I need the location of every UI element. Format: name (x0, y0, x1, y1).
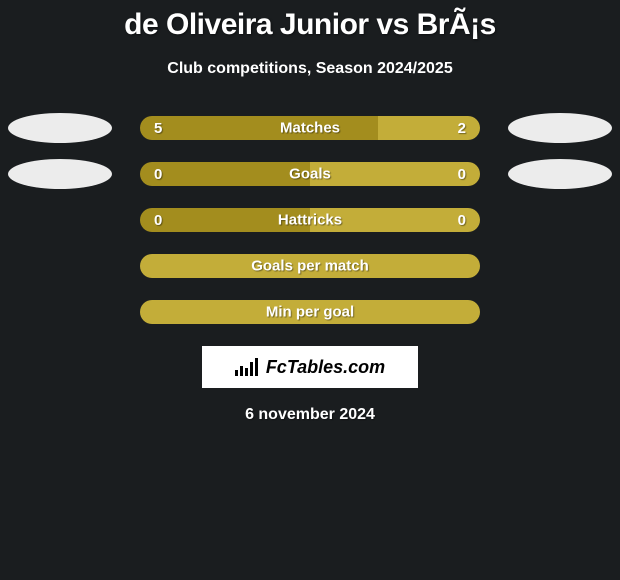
stat-left-value: 0 (140, 162, 310, 186)
stat-label: Matches (280, 120, 340, 137)
stat-row: 52 Matches (0, 116, 620, 140)
stat-bar: Min per goal (140, 300, 480, 324)
player-blob-right (508, 159, 612, 189)
stat-row: Goals per match (0, 254, 620, 278)
player-blob-left (8, 113, 112, 143)
stat-label: Min per goal (266, 304, 354, 321)
date-text: 6 november 2024 (0, 406, 620, 424)
stat-bar: Goals per match (140, 254, 480, 278)
stat-bar: 00Goals (140, 162, 480, 186)
stat-label: Goals per match (251, 258, 369, 275)
stats-comparison-container: de Oliveira Junior vs BrÃ¡s Club competi… (0, 0, 620, 424)
stat-rows: 52Matches00Goals00HattricksGoals per mat… (0, 116, 620, 324)
stat-right-value (466, 254, 480, 278)
stat-label: Goals (289, 166, 331, 183)
stat-label: Hattricks (278, 212, 342, 229)
subtitle: Club competitions, Season 2024/2025 (0, 60, 620, 78)
stat-row: 00Goals (0, 162, 620, 186)
page-title: de Oliveira Junior vs BrÃ¡s (0, 8, 620, 42)
stat-left-value: 5 (140, 116, 378, 140)
chart-icon (235, 358, 260, 376)
fctables-logo: FcTables.com (202, 346, 418, 388)
logo-text: FcTables.com (266, 357, 385, 378)
stat-bar: 00Hattricks (140, 208, 480, 232)
stat-bar: 52 Matches (140, 116, 480, 140)
player-blob-left (8, 159, 112, 189)
stat-right-value: 0 (310, 162, 480, 186)
stat-row: 00Hattricks (0, 208, 620, 232)
stat-right-value (466, 300, 480, 324)
player-blob-right (508, 113, 612, 143)
stat-row: Min per goal (0, 300, 620, 324)
stat-right-value: 2 (378, 116, 480, 140)
